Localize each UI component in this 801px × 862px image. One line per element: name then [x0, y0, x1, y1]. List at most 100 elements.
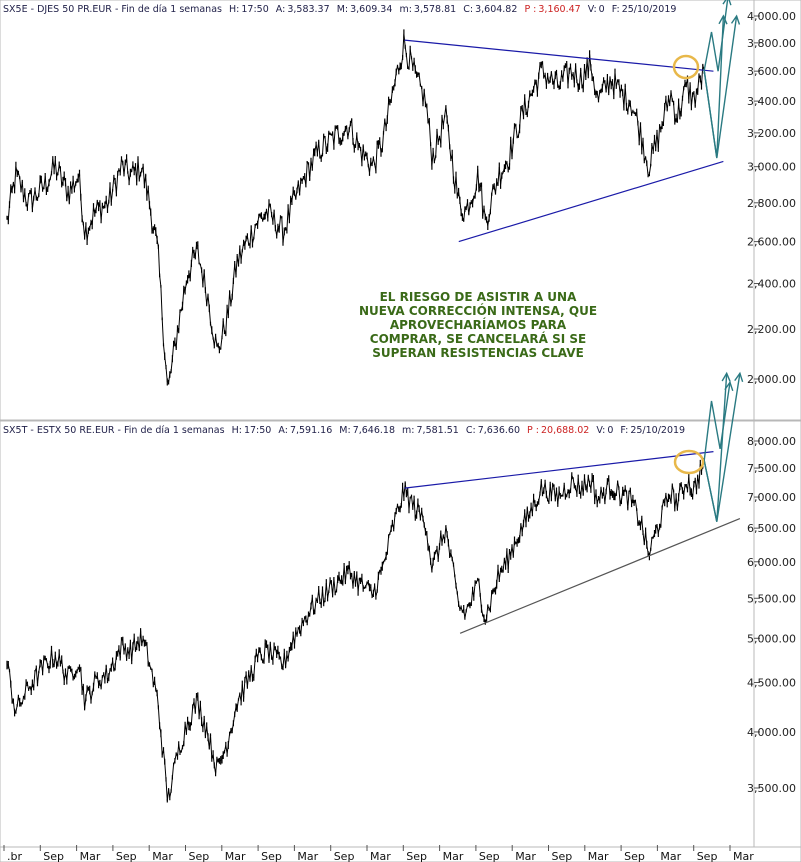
x-tick-label: Mar	[660, 850, 681, 862]
projections-bottom	[703, 371, 744, 522]
header-top-a-value: 3,583.37	[287, 4, 329, 15]
price-series-top	[6, 29, 705, 386]
x-tick-label: Sep	[624, 850, 645, 862]
projection-arrowhead	[722, 0, 732, 6]
y-tick-label: 2,000.00	[747, 373, 796, 386]
lower-trendline	[458, 160, 724, 243]
projection-arrowhead	[721, 371, 731, 382]
header-bottom-period: Fin de día 1 semanas	[124, 425, 225, 436]
x-tick-label: Sep	[189, 850, 210, 862]
x-tick-label: Mar	[733, 850, 754, 862]
header-top: SX5E - DJES 50 PR.EUR - Fin de día 1 sem…	[3, 4, 676, 15]
header-bottom-a-label: A:	[278, 425, 288, 436]
y-tick-label: 3,400.00	[747, 95, 796, 108]
header-bottom-p-label: P :	[527, 425, 539, 436]
annotation-line-5: SUPERAN RESISTENCIAS CLAVE	[372, 346, 584, 360]
x-tick-label: Mar	[515, 850, 536, 862]
header-bottom-max-label: M:	[339, 425, 350, 436]
x-tick-label: Sep	[406, 850, 427, 862]
projection-arrowhead	[730, 14, 741, 25]
x-tick-label: Sep	[697, 850, 718, 862]
header-top-p-label: P :	[524, 4, 536, 15]
y-tick-label: 4,000.00	[747, 10, 796, 23]
y-tick-label: 5,500.00	[747, 592, 796, 605]
y-tick-label: 2,600.00	[747, 236, 796, 249]
x-tick-label: Mar	[152, 850, 173, 862]
trendlines-bottom	[404, 451, 741, 634]
y-axis-ticks-bottom: 3,500.00 4,000.00 4,500.00 5,000.00 5,500.00…	[747, 435, 796, 795]
x-tick-label: Sep	[116, 850, 137, 862]
y-tick-label: 5,000.00	[747, 632, 796, 645]
resistance-circle-top	[672, 54, 700, 80]
resistance-circle-bottom	[673, 449, 705, 475]
header-bottom-p-value: 20,688.02	[541, 425, 589, 436]
header-top-h-value: 17:50	[241, 4, 268, 15]
header-top-v-label: V:	[588, 4, 597, 15]
annotation-text: EL RIESGO DE ASISTIR A UNA NUEVA CORRECC…	[359, 290, 597, 360]
header-bottom-f-label: F:	[620, 425, 628, 436]
panel-bottom-axis-area	[753, 420, 801, 848]
y-tick-label: 2,200.00	[747, 323, 796, 336]
header-bottom-a-value: 7,591.16	[290, 425, 332, 436]
x-tick-label: Sep	[334, 850, 355, 862]
panel-top-axis-area	[753, 0, 801, 421]
header-bottom: SX5T - ESTX 50 RE.EUR - Fin de día 1 sem…	[3, 425, 685, 436]
x-tick-label: Mar	[370, 850, 391, 862]
header-bottom-f-value: 25/10/2019	[630, 425, 685, 436]
x-tick-label: Sep	[479, 850, 500, 862]
y-axis-ticks-top: 2,000.00 2,200.00 2,400.00 2,600.00 2,800.00…	[747, 10, 796, 386]
y-tick-label: 7,000.00	[747, 491, 796, 504]
projection-arrowhead	[724, 380, 734, 392]
header-top-min-label: m:	[399, 4, 411, 15]
header-top-v-value: 0	[599, 4, 605, 15]
panel-bottom-plot-area	[0, 420, 755, 848]
y-tick-label: 2,800.00	[747, 197, 796, 210]
header-top-f-value: 25/10/2019	[622, 4, 677, 15]
projection-path	[703, 373, 728, 522]
header-top-c-label: C:	[463, 4, 473, 15]
annotation-line-1: EL RIESGO DE ASISTIR A UNA	[380, 290, 577, 304]
y-tick-label: 4,500.00	[747, 677, 796, 690]
x-tick-label: Sep	[43, 850, 64, 862]
projection-path	[703, 15, 725, 159]
projection-arrowhead	[734, 371, 744, 383]
y-tick-label: 3,500.00	[747, 782, 796, 795]
header-bottom-symbol: SX5T	[3, 425, 28, 436]
price-series-bottom	[6, 458, 705, 803]
projection-path	[703, 382, 731, 461]
header-top-h-label: H:	[229, 4, 239, 15]
x-axis-strip	[0, 846, 801, 862]
annotation-line-4: COMPRAR, SE CANCELARÁ SI SE	[370, 331, 586, 346]
panel-top-plot-area	[0, 0, 755, 421]
header-top-max-label: M:	[337, 4, 348, 15]
annotation-line-2: NUEVA CORRECCIÓN INTENSA, QUE	[359, 303, 597, 318]
upper-trendline	[404, 451, 714, 489]
header-top-max-value: 3,609.34	[350, 4, 392, 15]
projection-arrowhead	[718, 14, 728, 25]
header-bottom-v-label: V:	[596, 425, 605, 436]
x-tick-label: Mar	[225, 850, 246, 862]
y-tick-label: 6,500.00	[747, 522, 796, 535]
header-top-period: Fin de día 1 semanas	[121, 4, 222, 15]
header-top-min-value: 3,578.81	[414, 4, 456, 15]
y-tick-label: 3,800.00	[747, 37, 796, 50]
header-bottom-h-label: H:	[232, 425, 242, 436]
x-tick-label: Sep	[552, 850, 573, 862]
x-tick-label: Sep	[261, 850, 282, 862]
header-bottom-max-value: 7,646.18	[353, 425, 395, 436]
header-bottom-name: ESTX 50 RE.EUR	[37, 425, 115, 436]
x-tick-label: Mar	[80, 850, 101, 862]
y-tick-label: 8,000.00	[747, 435, 796, 448]
x-tick-label: .br	[7, 850, 22, 862]
trendlines-top	[404, 39, 724, 243]
annotation-line-3: APROVECHARÍAMOS PARA	[390, 317, 567, 332]
header-top-a-label: A:	[276, 4, 286, 15]
lower-trendline	[459, 518, 741, 634]
header-bottom-min-value: 7,581.51	[417, 425, 459, 436]
y-tick-label: 3,600.00	[747, 65, 796, 78]
y-tick-label: 3,200.00	[747, 127, 796, 140]
panel-top	[0, 0, 801, 421]
header-bottom-v-value: 0	[607, 425, 613, 436]
header-top-f-label: F:	[612, 4, 620, 15]
